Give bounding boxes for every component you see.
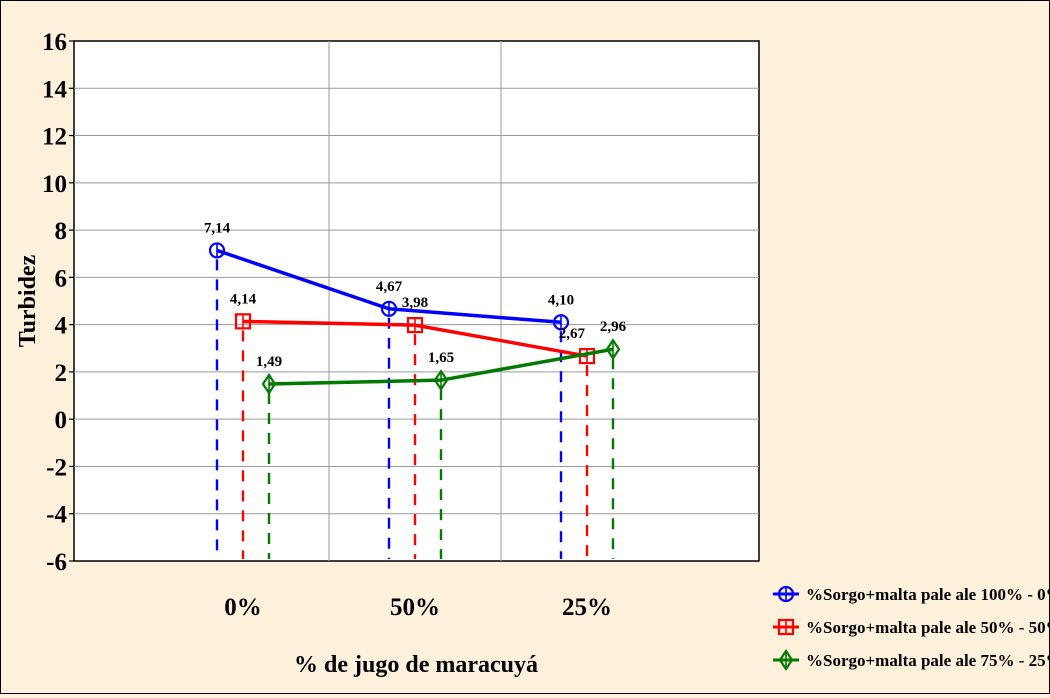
x-category-label: 0% [224,594,262,621]
y-tick-label: -6 [46,549,67,576]
data-label: 1,49 [256,354,282,370]
x-category-labels: 0% 50% 25% [224,594,612,621]
y-tick-labels: 16 14 12 10 8 6 4 2 0 -2 -4 -6 [42,29,74,576]
y-axis-title: Turbidez [15,254,41,347]
y-tick-label: 6 [55,265,68,292]
y-tick-label: 0 [55,407,68,434]
y-tick-label: -2 [46,454,67,481]
data-label: 4,14 [230,291,257,307]
x-category-label: 25% [562,594,612,621]
y-tick-label: 16 [42,29,67,56]
y-tick-label: 10 [42,171,67,198]
data-label: 4,67 [376,279,403,295]
y-tick-label: 12 [42,124,67,151]
y-tick-label: 8 [55,218,68,245]
data-label: 3,98 [402,295,428,311]
legend: %Sorgo+malta pale ale 100% - 0% %Sorgo+ma… [773,585,1049,670]
y-tick-label: 4 [55,313,68,340]
data-label: 7,14 [204,220,231,236]
data-label: 4,10 [548,292,574,308]
x-category-label: 50% [390,594,440,621]
data-label: 2,96 [600,319,627,335]
legend-label: %Sorgo+malta pale ale 50% - 50% [806,618,1049,637]
data-label: 1,65 [428,350,454,366]
x-axis-title: % de jugo de maracuyá [294,652,538,678]
y-tick-label: -4 [46,502,67,529]
data-label: 2,67 [559,326,586,342]
y-tick-label: 14 [42,76,68,103]
legend-label: %Sorgo+malta pale ale 100% - 0% [806,585,1049,604]
legend-label: %Sorgo+malta pale ale 75% - 25% [806,651,1049,670]
y-tick-label: 2 [55,360,68,387]
